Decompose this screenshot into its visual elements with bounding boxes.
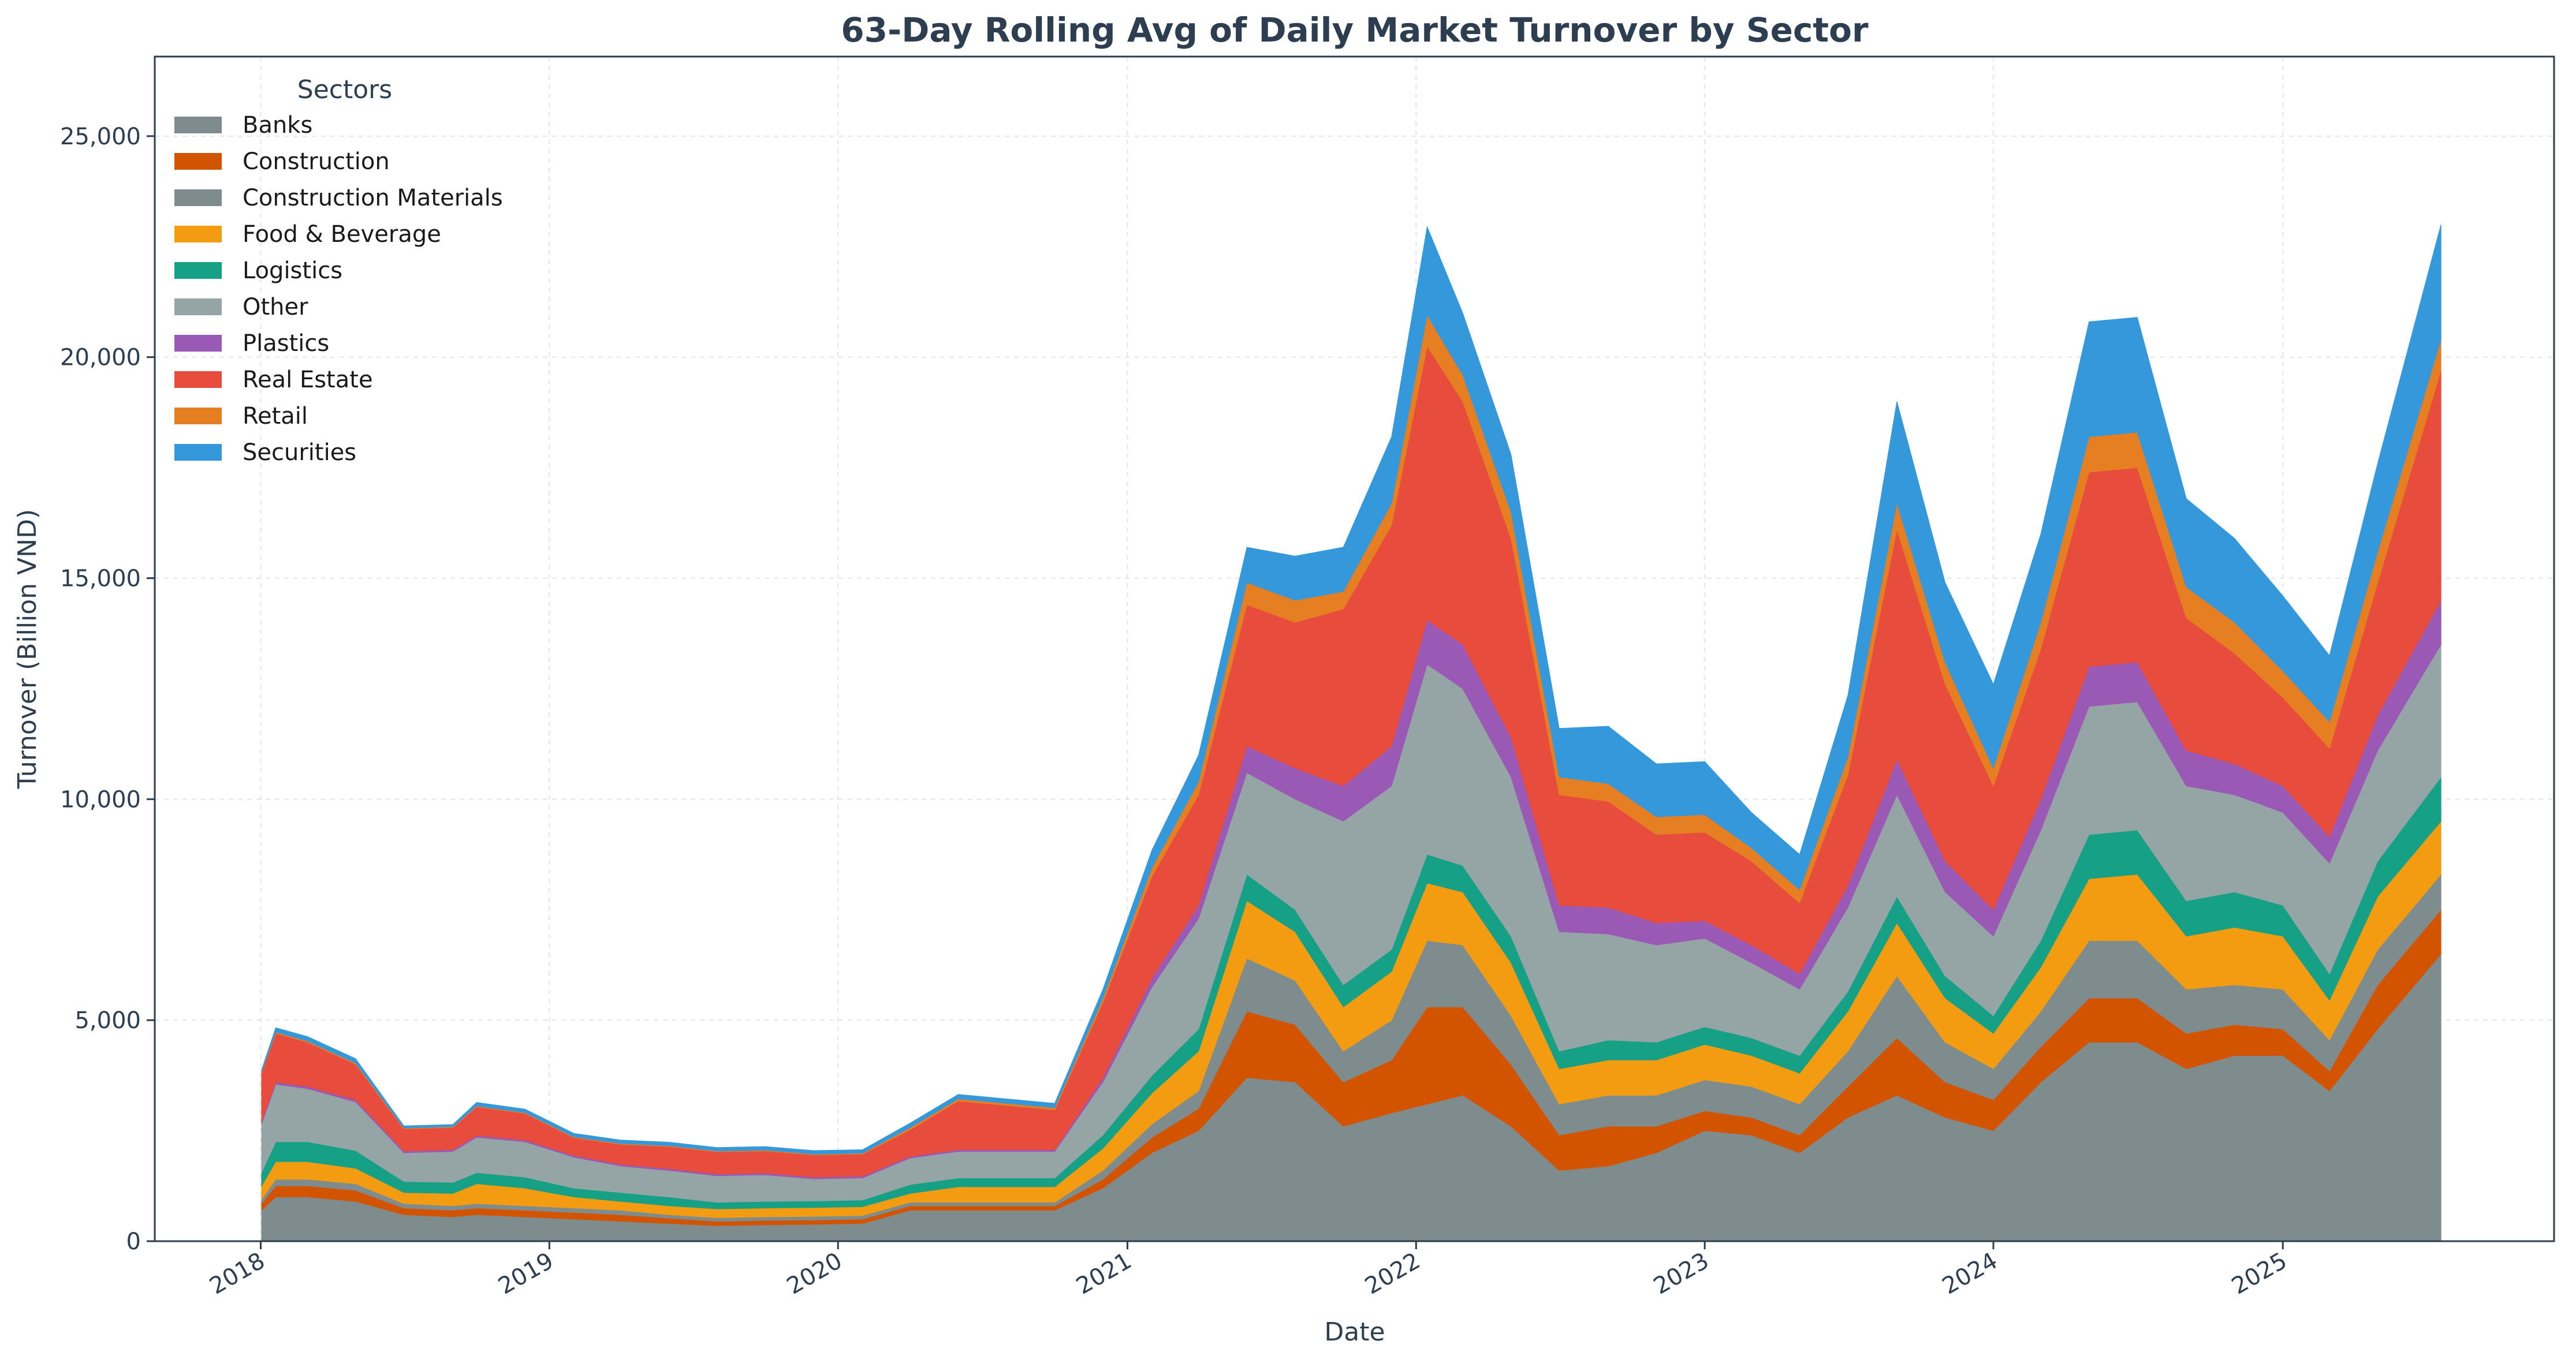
stacked-areas [261, 224, 2441, 1242]
legend-label: Plastics [243, 330, 329, 357]
legend-label: Construction [243, 148, 390, 175]
x-tick-label: 2019 [494, 1248, 558, 1300]
legend-swatch [174, 189, 222, 206]
legend-swatch [174, 408, 222, 424]
y-tick-label: 15,000 [60, 565, 141, 592]
legend-label: Securities [243, 439, 356, 466]
legend: Sectors Banks Construction Construction Ma… [174, 75, 503, 466]
x-tick-label: 2025 [2227, 1248, 2291, 1300]
y-tick-label: 5,000 [74, 1007, 141, 1034]
legend-swatch [174, 444, 222, 461]
legend-label: Real Estate [243, 367, 373, 393]
legend-swatch [174, 117, 222, 133]
legend-swatch [174, 335, 222, 352]
legend-swatch [174, 226, 222, 242]
legend-label: Logistics [243, 257, 342, 284]
legend-label: Food & Beverage [243, 221, 441, 248]
y-tick-label: 20,000 [60, 345, 141, 371]
y-tick-label: 10,000 [60, 786, 141, 813]
legend-swatch [174, 371, 222, 388]
y-axis-label: Turnover (Billion VND) [13, 509, 42, 790]
plot-frame [154, 55, 2555, 1242]
x-tick-label: 2022 [1360, 1248, 1425, 1300]
legend-title: Sectors [297, 75, 392, 104]
area-series-securities [261, 224, 2441, 1155]
x-tick-label: 2018 [205, 1248, 269, 1300]
x-axis-label: Date [1324, 1317, 1385, 1347]
legend-label: Construction Materials [243, 185, 503, 211]
x-axis-ticks: 2018 2019 2020 2021 2022 2023 2024 2025 [205, 1241, 2291, 1300]
legend-label: Retail [243, 403, 308, 430]
legend-label: Banks [243, 112, 312, 139]
x-tick-label: 2023 [1649, 1248, 1713, 1300]
legend-label: Other [243, 294, 308, 320]
chart-title: 63-Day Rolling Avg of Daily Market Turno… [841, 10, 1869, 50]
x-tick-label: 2021 [1072, 1248, 1136, 1300]
y-axis-ticks: 0 5,000 10,000 15,000 20,000 25,000 [60, 124, 155, 1255]
legend-swatch [174, 262, 222, 279]
x-tick-label: 2024 [1938, 1248, 2002, 1300]
legend-swatch [174, 153, 222, 170]
y-tick-label: 0 [126, 1228, 141, 1255]
legend-swatch [174, 298, 222, 315]
x-tick-label: 2020 [782, 1248, 847, 1300]
y-tick-label: 25,000 [60, 124, 141, 150]
